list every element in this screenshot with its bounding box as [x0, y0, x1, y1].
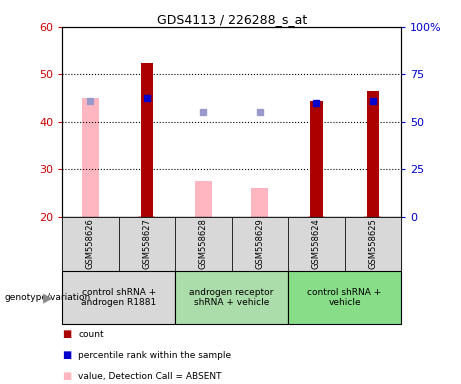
Bar [366, 91, 379, 217]
Text: value, Detection Call = ABSENT: value, Detection Call = ABSENT [78, 372, 222, 381]
Text: ■: ■ [62, 371, 71, 381]
Text: percentile rank within the sample: percentile rank within the sample [78, 351, 231, 360]
Bar [310, 101, 323, 217]
Text: control shRNA +
androgen R1881: control shRNA + androgen R1881 [81, 288, 156, 307]
Text: count: count [78, 329, 104, 339]
Bar [62, 217, 118, 271]
Text: GSM558629: GSM558629 [255, 218, 265, 269]
Text: ■: ■ [62, 350, 71, 360]
Bar [364, 215, 381, 217]
Bar [288, 217, 344, 271]
Text: ■: ■ [62, 329, 71, 339]
Text: GSM558628: GSM558628 [199, 218, 208, 269]
Bar [141, 63, 153, 217]
Text: ▶: ▶ [43, 291, 53, 304]
Text: genotype/variation: genotype/variation [5, 293, 91, 302]
Bar [138, 215, 155, 217]
Bar [62, 271, 175, 324]
Text: control shRNA +
vehicle: control shRNA + vehicle [307, 288, 382, 307]
Bar [231, 217, 288, 271]
Bar [195, 181, 212, 217]
Bar [175, 271, 288, 324]
Title: GDS4113 / 226288_s_at: GDS4113 / 226288_s_at [157, 13, 307, 26]
Bar [175, 217, 231, 271]
Bar [251, 189, 268, 217]
Text: GSM558624: GSM558624 [312, 218, 321, 269]
Bar [288, 271, 401, 324]
Text: GSM558627: GSM558627 [142, 218, 152, 269]
Bar [82, 98, 99, 217]
Text: androgen receptor
shRNA + vehicle: androgen receptor shRNA + vehicle [189, 288, 274, 307]
Text: GSM558625: GSM558625 [368, 218, 378, 269]
Text: GSM558626: GSM558626 [86, 218, 95, 269]
Bar [118, 217, 175, 271]
Bar [344, 217, 401, 271]
Bar [308, 215, 325, 217]
